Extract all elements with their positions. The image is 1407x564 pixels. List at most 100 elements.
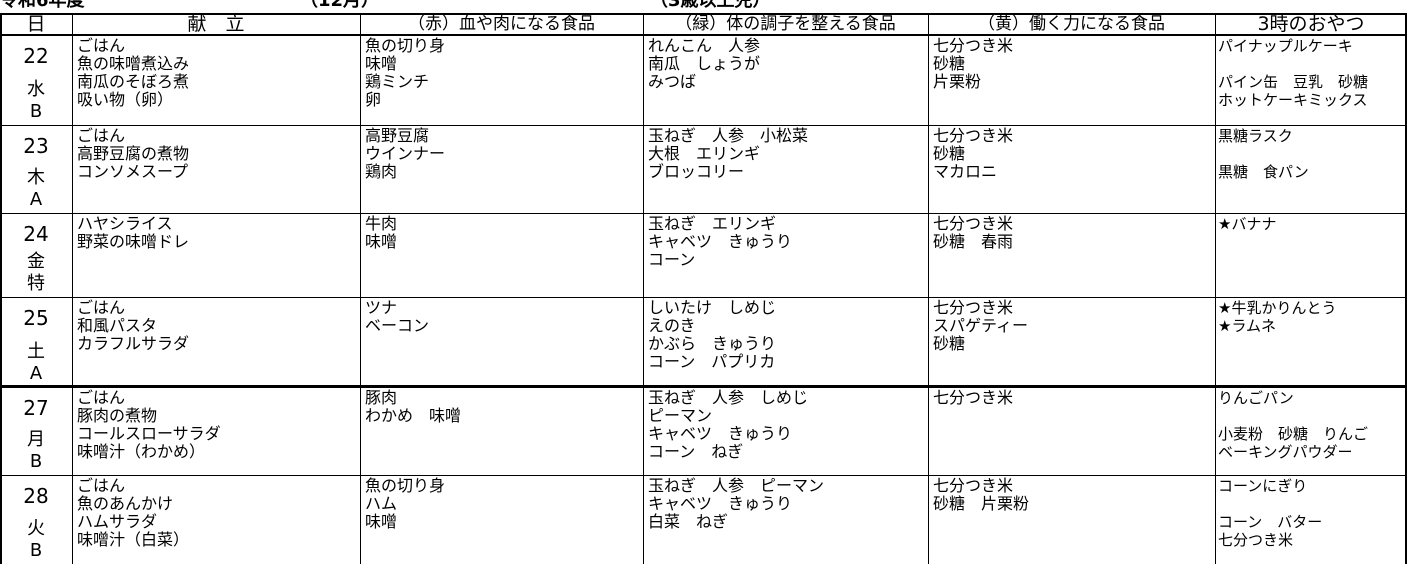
green-item: 玉ねぎ 人参 しめじ xyxy=(648,388,809,407)
snack-item: パイナップルケーキ xyxy=(1218,37,1353,55)
yellow-item: 七分つき米 xyxy=(933,214,1014,233)
column-header: （緑）体の調子を整える食品 xyxy=(675,14,896,34)
group: 特 xyxy=(27,273,45,294)
red-item: ハム xyxy=(365,494,398,513)
column-header: 日 xyxy=(26,13,46,35)
date: 23 xyxy=(23,134,49,158)
menu-item: 魚の味噌煮込み xyxy=(77,54,190,73)
yellow-item: 砂糖 xyxy=(933,144,966,163)
yellow-item: マカロニ xyxy=(933,162,998,181)
red-item: ベーコン xyxy=(365,316,430,335)
yellow-item: 七分つき米 xyxy=(933,298,1014,317)
weekday: 火 xyxy=(27,518,45,539)
green-item: 白菜 ねぎ xyxy=(648,512,729,531)
date: 25 xyxy=(23,306,49,330)
menu-item: 野菜の味噌ドレ xyxy=(77,232,190,251)
snack-ingredient: 七分つき米 xyxy=(1218,531,1294,549)
rule xyxy=(928,13,929,564)
snack-ingredient: 黒糖 食パン xyxy=(1218,163,1309,181)
rule xyxy=(1405,13,1407,564)
yellow-item: 七分つき米 xyxy=(933,476,1014,495)
yellow-item: 七分つき米 xyxy=(933,36,1014,55)
green-item: えのき xyxy=(648,316,696,335)
red-item: 味噌 xyxy=(365,232,398,251)
yellow-item: スパゲティー xyxy=(933,316,1029,335)
group: A xyxy=(29,363,43,384)
green-item: 大根 エリンギ xyxy=(648,144,761,163)
red-item: 鶏肉 xyxy=(365,162,398,181)
menu-item: 味噌汁（白菜） xyxy=(77,530,190,549)
red-item: 豚肉 xyxy=(365,388,398,407)
menu-item: ごはん xyxy=(77,476,126,495)
green-item: ブロッコリー xyxy=(648,162,745,181)
yellow-item: 砂糖 片栗粉 xyxy=(933,494,1030,513)
menu-item: コンソメスープ xyxy=(77,162,189,181)
snack-ingredient: パイン缶 豆乳 砂糖 xyxy=(1218,73,1369,91)
group: B xyxy=(29,540,43,561)
menu-item: 魚のあんかけ xyxy=(77,494,174,513)
green-item: キャベツ きゅうり xyxy=(648,232,793,251)
menu-item: コールスローサラダ xyxy=(77,424,221,443)
rule xyxy=(0,297,1407,298)
column-header: 献 立 xyxy=(187,13,245,35)
green-item: れんこん 人参 xyxy=(648,36,761,55)
snack-ingredient: ベーキングパウダー xyxy=(1218,443,1353,461)
menu-item: ごはん xyxy=(77,126,126,145)
weekday: 土 xyxy=(27,341,45,362)
green-item: 南瓜 しょうが xyxy=(648,54,761,73)
rule xyxy=(0,34,1407,36)
group: B xyxy=(29,101,43,122)
page-title: 令和6年度 xyxy=(0,0,85,11)
weekday: 木 xyxy=(27,167,45,188)
column-header: 3時のおやつ xyxy=(1257,13,1365,35)
group: B xyxy=(29,451,43,472)
rule xyxy=(0,125,1407,126)
page-title: （3歳以上児） xyxy=(650,0,771,11)
yellow-item: 砂糖 xyxy=(933,334,966,353)
rule xyxy=(643,13,644,564)
snack-ingredient: コーン バター xyxy=(1218,513,1323,531)
weekday: 水 xyxy=(27,79,45,100)
menu-item: 豚肉の煮物 xyxy=(77,406,158,425)
red-item: 高野豆腐 xyxy=(365,126,430,145)
date: 28 xyxy=(23,484,49,508)
rule xyxy=(1215,13,1216,564)
red-item: 魚の切り身 xyxy=(365,36,446,55)
rule xyxy=(360,13,361,564)
rule xyxy=(72,13,73,564)
red-item: わかめ 味噌 xyxy=(365,406,462,425)
yellow-item: 片栗粉 xyxy=(933,72,982,91)
snack-item: 黒糖ラスク xyxy=(1218,127,1293,145)
snack-item: ★ラムネ xyxy=(1218,317,1276,335)
group: A xyxy=(29,189,43,210)
green-item: ピーマン xyxy=(648,406,713,425)
snack-item: ★バナナ xyxy=(1218,215,1277,233)
rule xyxy=(0,475,1407,476)
green-item: 玉ねぎ 人参 小松菜 xyxy=(648,126,809,145)
menu-item: 和風パスタ xyxy=(77,316,158,335)
yellow-item: 砂糖 xyxy=(933,54,966,73)
snack-item: りんごパン xyxy=(1218,389,1294,407)
red-item: 卵 xyxy=(365,90,382,109)
menu-item: ハヤシライス xyxy=(77,214,173,233)
red-item: ツナ xyxy=(365,298,398,317)
weekday: 月 xyxy=(27,429,45,450)
date: 27 xyxy=(23,396,49,420)
column-header: （黄）働く力になる食品 xyxy=(978,14,1165,34)
red-item: 鶏ミンチ xyxy=(365,72,430,91)
date: 24 xyxy=(23,222,49,246)
rule xyxy=(0,13,2,564)
green-item: コーン ねぎ xyxy=(648,442,744,461)
menu-item: 吸い物（卵） xyxy=(77,90,174,109)
snack-ingredient: ホットケーキミックス xyxy=(1218,91,1368,109)
yellow-item: 砂糖 春雨 xyxy=(933,232,1014,251)
menu-item: ごはん xyxy=(77,388,126,407)
red-item: ウインナー xyxy=(365,144,446,163)
green-item: かぶら きゅうり xyxy=(648,334,777,353)
red-item: 牛肉 xyxy=(365,214,398,233)
green-item: 玉ねぎ 人参 ピーマン xyxy=(648,476,825,495)
snack-ingredient: 小麦粉 砂糖 りんご xyxy=(1218,425,1369,443)
menu-item: 高野豆腐の煮物 xyxy=(77,144,190,163)
red-item: 味噌 xyxy=(365,512,398,531)
